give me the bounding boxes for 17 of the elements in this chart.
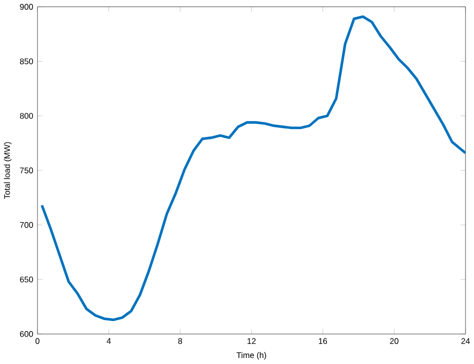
x-tick-label: 8 [178,338,182,344]
y-tick-label: 900 [20,4,33,10]
y-axis-title: Total load (MW) [4,142,12,200]
x-tick-label: 16 [318,338,328,344]
y-tick-label: 850 [20,58,33,64]
x-tick-label: 24 [461,338,470,344]
x-axis-title: Time (h) [236,352,266,360]
x-tick-label: 20 [390,338,398,344]
y-tick-label: 650 [20,276,33,283]
x-tick-label: 4 [106,338,111,344]
y-tick-label: 600 [20,331,33,338]
x-tick-label: 12 [248,338,256,344]
x-tick-label: 0 [35,338,40,344]
y-tick-label: 800 [20,113,33,119]
line-series [40,16,466,322]
y-tick-label: 700 [20,222,33,228]
y-tick-label: 750 [20,168,33,174]
